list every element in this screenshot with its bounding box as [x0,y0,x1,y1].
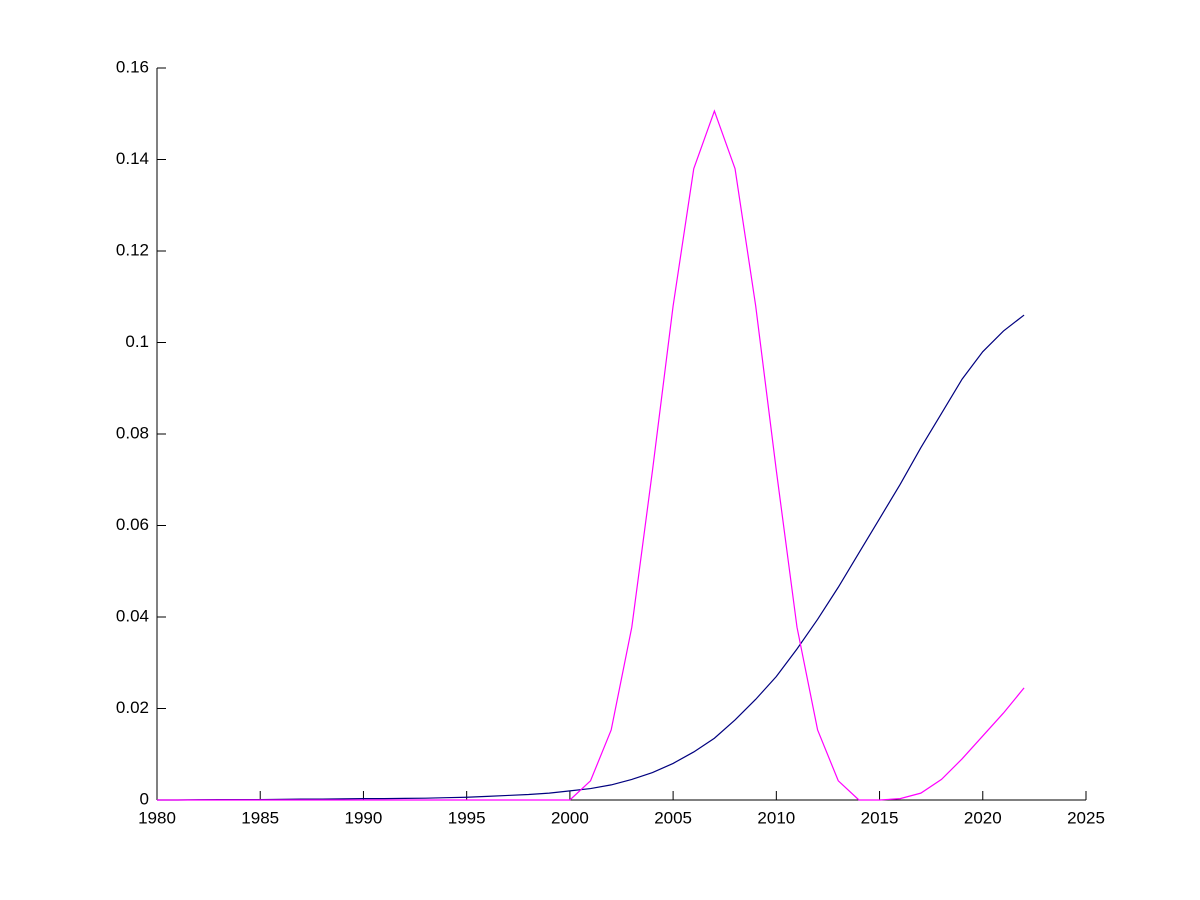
y-tick-label: 0.04 [116,606,149,625]
y-tick-label: 0.06 [116,515,149,534]
y-tick-label: 0.16 [116,57,149,76]
y-tick-label: 0.12 [116,240,149,259]
x-tick-label: 2025 [1067,808,1105,827]
y-tick-label: 0 [140,789,149,808]
x-tick-label: 2015 [861,808,899,827]
x-tick-label: 1990 [345,808,383,827]
y-tick-label: 0.08 [116,423,149,442]
y-tick-label: 0.1 [125,332,149,351]
x-tick-label: 2005 [654,808,692,827]
x-tick-label: 2000 [551,808,589,827]
x-tick-label: 1995 [448,808,486,827]
x-tick-label: 2020 [964,808,1002,827]
y-tick-label: 0.14 [116,149,149,168]
x-tick-label: 1985 [241,808,279,827]
series-line [157,314,1025,801]
x-tick-label: 1980 [138,808,176,827]
y-tick-label: 0.02 [116,698,149,717]
x-tick-label: 2010 [757,808,795,827]
series-line [157,109,1025,801]
